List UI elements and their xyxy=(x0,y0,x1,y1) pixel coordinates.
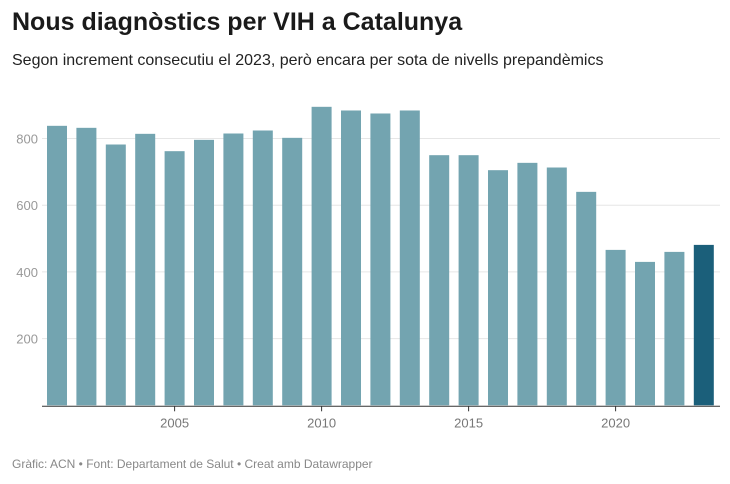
bar-2023 xyxy=(693,244,714,406)
bar-2018 xyxy=(546,167,567,406)
bar-2009 xyxy=(282,137,303,406)
chart-title: Nous diagnòstics per VIH a Catalunya xyxy=(12,8,463,36)
x-tick-label: 2020 xyxy=(601,415,630,430)
bar-2002 xyxy=(76,127,97,406)
bar-2003 xyxy=(105,144,126,406)
bar-2005 xyxy=(164,151,185,406)
bar-2004 xyxy=(135,133,156,406)
chart-footer: Gràfic: ACN • Font: Departament de Salut… xyxy=(12,457,373,471)
bar-2020 xyxy=(605,249,626,406)
chart-subtitle: Segon increment consecutiu el 2023, però… xyxy=(12,52,604,69)
y-tick-label: 800 xyxy=(16,132,38,147)
bar-2015 xyxy=(458,155,479,406)
bar-2008 xyxy=(252,130,273,406)
bar-2001 xyxy=(47,125,67,406)
bar-2011 xyxy=(341,110,361,406)
bar-2007 xyxy=(223,133,244,406)
y-tick-label: 200 xyxy=(16,332,38,347)
bar-2021 xyxy=(635,261,655,406)
x-tick-label: 2005 xyxy=(160,415,189,430)
bar-2012 xyxy=(370,113,391,406)
x-tick-label: 2015 xyxy=(454,415,483,430)
bar-2013 xyxy=(399,110,420,406)
bar-2010 xyxy=(311,106,332,406)
bar-2014 xyxy=(429,155,450,406)
bar-2016 xyxy=(488,170,508,406)
y-tick-label: 600 xyxy=(16,198,38,213)
bar-2022 xyxy=(664,251,685,406)
bar-2017 xyxy=(517,162,538,406)
bar-2019 xyxy=(576,191,597,406)
y-tick-label: 400 xyxy=(16,265,38,280)
x-tick-label: 2010 xyxy=(307,415,336,430)
bar-2006 xyxy=(194,139,214,406)
